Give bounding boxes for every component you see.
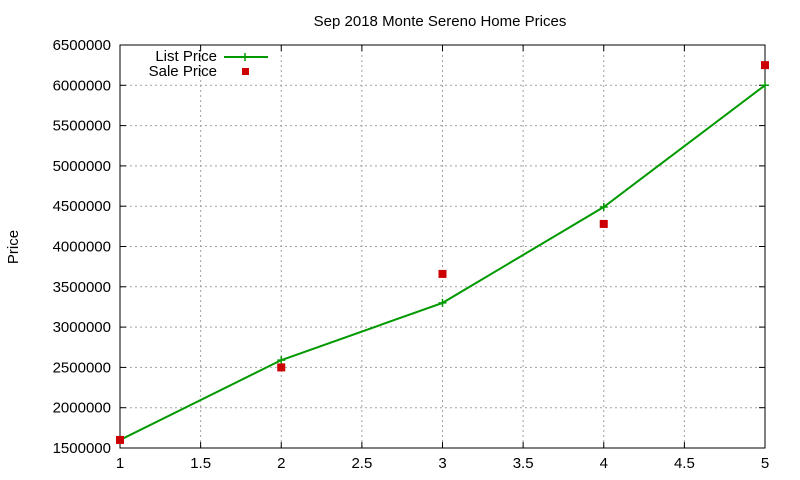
legend-label-list-price: List Price xyxy=(155,48,217,65)
sale-price-point xyxy=(438,269,447,278)
x-tick-label: 4 xyxy=(600,455,608,472)
y-tick-label: 3000000 xyxy=(53,319,111,336)
x-tick-label: 3.5 xyxy=(513,455,534,472)
series xyxy=(116,61,769,444)
list-price-point xyxy=(761,81,769,90)
y-tick-label: 6000000 xyxy=(53,77,111,94)
x-tick-label: 3 xyxy=(438,455,446,472)
list-price-point xyxy=(277,356,286,365)
list-price-point xyxy=(438,298,447,307)
y-tick-label: 3500000 xyxy=(53,279,111,296)
y-tick-label: 2500000 xyxy=(53,359,111,376)
y-axis-label: Price xyxy=(5,230,22,264)
axis-ticks xyxy=(119,44,766,449)
y-tick-label: 4500000 xyxy=(53,198,111,215)
x-tick-label: 1.5 xyxy=(190,455,211,472)
sale-price-point xyxy=(277,363,286,372)
y-tick-label: 1500000 xyxy=(53,440,111,457)
y-tick-label: 5000000 xyxy=(53,158,111,175)
sale-price-point xyxy=(116,435,124,444)
y-tick-label: 5500000 xyxy=(53,118,111,135)
chart-title: Sep 2018 Monte Sereno Home Prices xyxy=(314,13,567,30)
y-tick-label: 4000000 xyxy=(53,239,111,256)
list-price-point xyxy=(599,203,608,212)
legend-marker-list-price xyxy=(241,53,249,61)
x-tick-label: 2 xyxy=(277,455,285,472)
legend-marker-sale-price xyxy=(242,68,249,75)
x-tick-label: 2.5 xyxy=(351,455,372,472)
sale-price-point xyxy=(761,61,769,70)
legend-label-sale-price: Sale Price xyxy=(149,63,217,80)
legend: List Price Sale Price xyxy=(149,48,268,80)
x-tick-label: 5 xyxy=(761,455,769,472)
grid xyxy=(119,44,766,449)
y-tick-label: 2000000 xyxy=(53,400,111,417)
x-tick-label: 1 xyxy=(116,455,124,472)
y-axis-tick-labels: 1500000 2000000 2500000 3000000 3500000 40000… xyxy=(53,37,111,457)
x-axis-tick-labels: 1 1.5 2 2.5 3 3.5 4 4.5 5 xyxy=(116,455,769,472)
y-tick-label: 6500000 xyxy=(53,37,111,54)
x-tick-label: 4.5 xyxy=(674,455,695,472)
sale-price-point xyxy=(599,219,608,228)
